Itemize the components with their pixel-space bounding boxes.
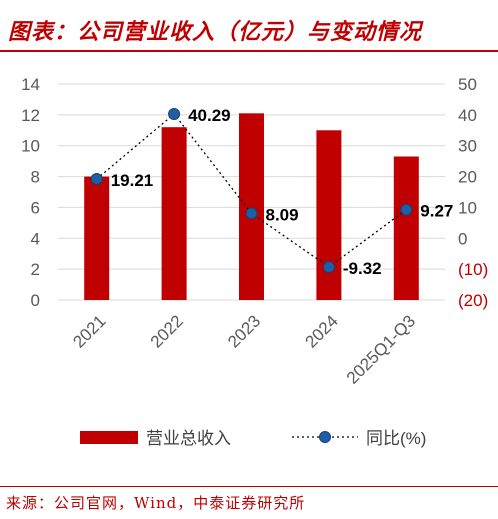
x-tick-label: 2022 [147, 311, 187, 351]
x-tick-label: 2024 [302, 311, 342, 351]
revenue-bar [161, 127, 187, 300]
y-right-tick-label: 30 [458, 137, 477, 156]
x-tick-label: 2025Q1-Q3 [343, 311, 419, 387]
page-title: 图表：公司营业收入（亿元）与变动情况 [8, 19, 423, 45]
revenue-chart: 0 2 4 6 8 10 12 14 (20) (10) 0 10 20 30 40 50 19.21 40.29… [21, 75, 488, 448]
yoy-point [400, 203, 413, 216]
yoy-point [90, 173, 103, 186]
y-left-tick-label: 14 [21, 75, 40, 94]
yoy-data-label: 19.21 [111, 171, 154, 190]
yoy-point [322, 261, 335, 274]
y-right-tick-label: (10) [458, 260, 488, 279]
source-divider [0, 486, 498, 487]
legend-bar-label: 营业总收入 [146, 429, 231, 448]
y-right-tick-label: 0 [458, 229, 467, 248]
revenue-bar [239, 113, 264, 300]
y-left-tick-label: 8 [31, 168, 40, 187]
revenue-bar [316, 130, 342, 300]
y-left-tick-label: 6 [31, 198, 40, 217]
y-left-tick-label: 4 [31, 229, 40, 248]
yoy-point [168, 107, 181, 120]
source-note: 来源：公司官网，Wind，中泰证券研究所 [6, 494, 306, 512]
y-left-tick-label: 10 [21, 137, 40, 156]
y-left-tick-label: 12 [21, 106, 40, 125]
title-bar: 图表：公司营业收入（亿元）与变动情况 [0, 0, 498, 56]
legend-line-marker [319, 431, 331, 443]
revenue-bar [393, 156, 419, 300]
yoy-data-label: 9.27 [420, 202, 453, 221]
y-right-tick-label: 20 [458, 168, 477, 187]
legend-bar-swatch [80, 431, 138, 444]
y-left-tick-label: 0 [31, 291, 40, 310]
x-tick-label: 2023 [224, 311, 264, 351]
y-left-tick-label: 2 [31, 260, 40, 279]
y-right-tick-label: 10 [458, 198, 477, 217]
y-right-tick-label: 50 [458, 75, 477, 94]
y-right-tick-label: 40 [458, 106, 477, 125]
y-right-tick-label: (20) [458, 291, 488, 310]
yoy-point [245, 207, 258, 220]
title-divider [0, 50, 498, 52]
yoy-data-label: -9.32 [343, 259, 382, 278]
legend-line-label: 同比(%) [366, 429, 426, 448]
x-tick-label: 2021 [69, 311, 109, 351]
yoy-data-label: 40.29 [188, 106, 231, 125]
revenue-bar [84, 176, 110, 300]
yoy-data-label: 8.09 [266, 205, 299, 224]
